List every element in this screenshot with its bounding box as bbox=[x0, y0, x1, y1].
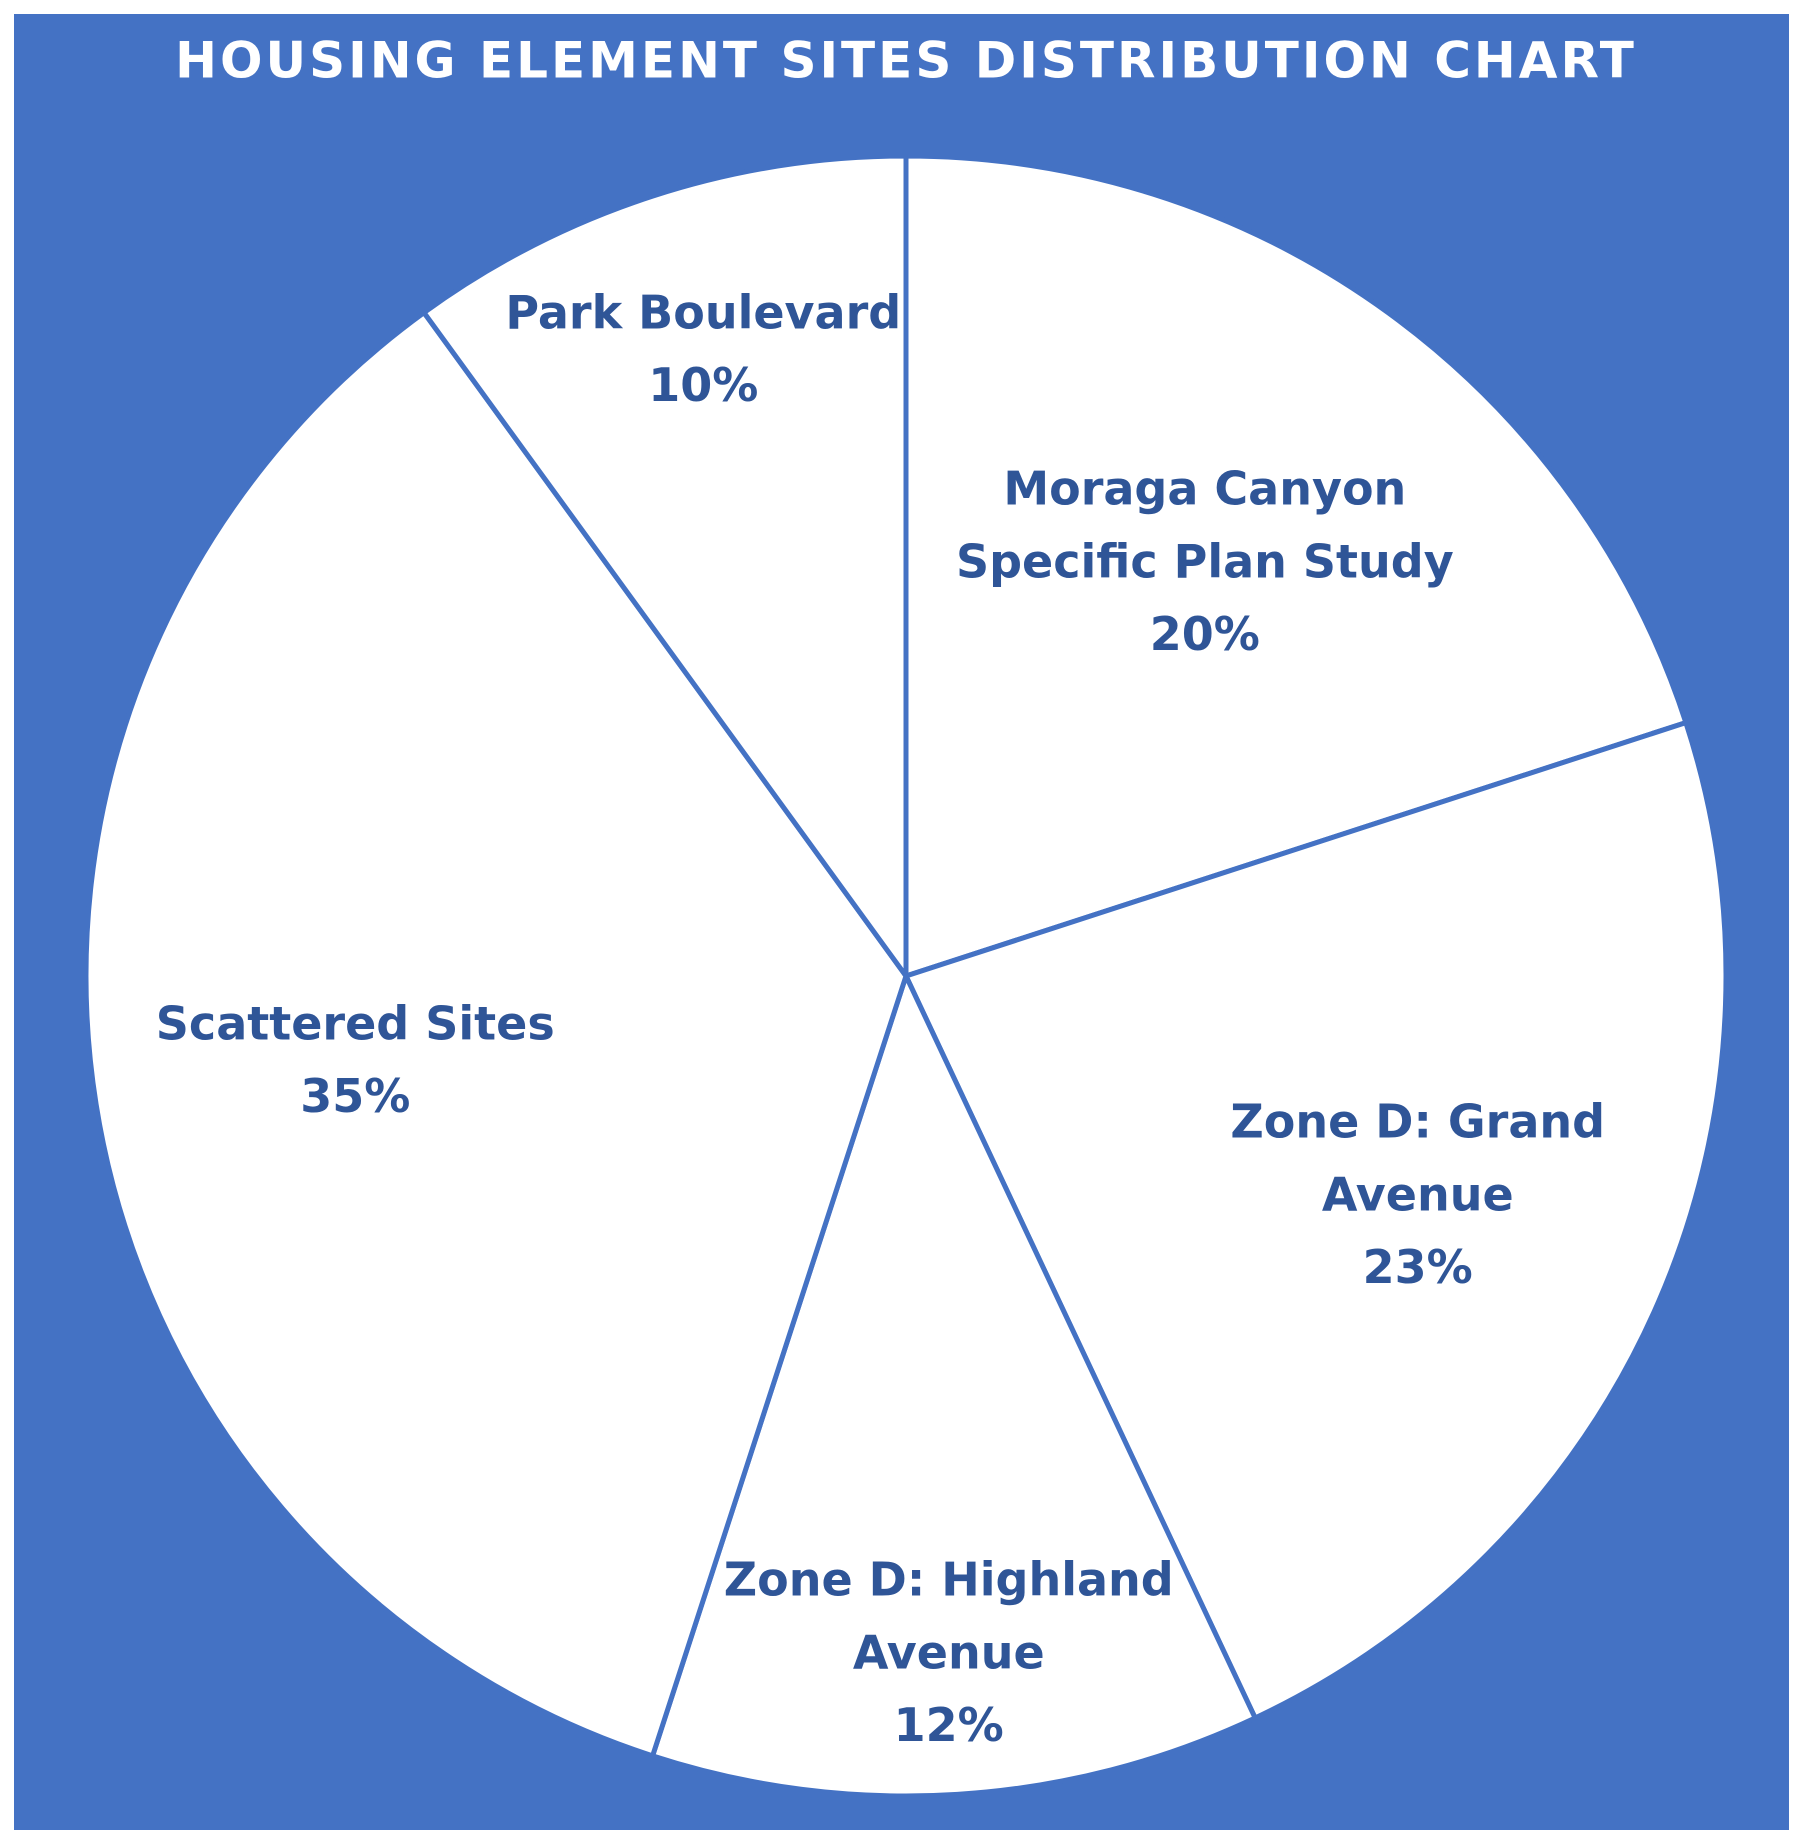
slice-label: Park Boulevard bbox=[505, 285, 901, 339]
pie-slice bbox=[650, 973, 1258, 1799]
slice-label: Zone D: Highland Avenue bbox=[724, 1552, 1174, 1679]
pie-slice bbox=[903, 153, 1689, 979]
slice-label: Scattered Sites bbox=[156, 996, 555, 1050]
pie-slice bbox=[903, 720, 1729, 1721]
slice-label: Moraga Canyon Specific Plan Study bbox=[956, 461, 1454, 588]
slice-value-label: 20% bbox=[1150, 607, 1260, 661]
pie-slice bbox=[83, 310, 909, 1759]
pie-slice bbox=[421, 153, 909, 979]
slice-value-label: 35% bbox=[300, 1069, 410, 1123]
slice-value-label: 23% bbox=[1363, 1240, 1473, 1294]
slice-label: Zone D: Grand Avenue bbox=[1230, 1094, 1605, 1221]
slice-value-label: 12% bbox=[894, 1698, 1004, 1752]
slice-value-label: 10% bbox=[648, 358, 758, 412]
chart-title: HOUSING ELEMENT SITES DISTRIBUTION CHART bbox=[175, 32, 1637, 90]
